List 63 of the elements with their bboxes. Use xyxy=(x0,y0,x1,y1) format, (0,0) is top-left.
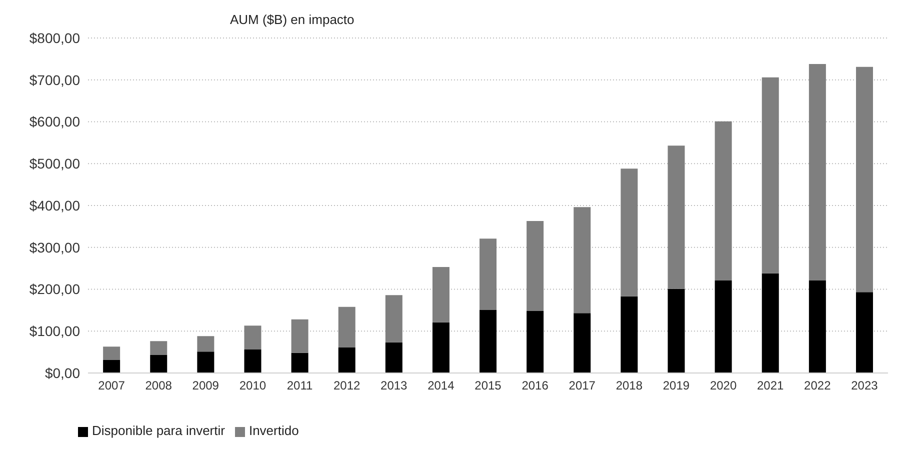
bar xyxy=(197,352,214,373)
bar xyxy=(150,354,168,373)
y-tick-label: $200,00 xyxy=(29,281,80,298)
bar xyxy=(480,238,497,310)
x-tick-label: 2014 xyxy=(428,378,455,393)
y-tick-label: $500,00 xyxy=(29,156,80,172)
y-tick-label: $100,00 xyxy=(29,323,80,340)
bar xyxy=(620,168,638,296)
bar xyxy=(103,346,120,360)
x-tick-label: 2017 xyxy=(568,378,596,393)
bar xyxy=(856,66,873,292)
y-tick-label: $0,00 xyxy=(44,364,80,381)
x-tick-label: 2009 xyxy=(192,378,220,393)
bar xyxy=(714,280,732,373)
x-tick-label: 2015 xyxy=(474,378,502,393)
x-tick-label: 2011 xyxy=(286,378,313,393)
x-tick-label: 2019 xyxy=(662,378,690,393)
x-tick-label: 2018 xyxy=(616,378,643,393)
y-tick-label: $800,00 xyxy=(29,30,80,46)
bar xyxy=(432,322,450,373)
bar xyxy=(244,326,262,350)
bar xyxy=(385,295,402,342)
x-tick-label: 2008 xyxy=(145,378,172,393)
x-tick-label: 2020 xyxy=(710,378,737,393)
bar xyxy=(291,319,308,353)
bar xyxy=(762,77,779,274)
bar xyxy=(574,207,591,314)
legend-label: Disponible para invertir xyxy=(92,423,225,438)
bar xyxy=(526,220,544,312)
x-tick-label: 2010 xyxy=(239,378,266,393)
bar xyxy=(620,296,638,373)
chart-title: AUM ($B) en impacto xyxy=(230,12,354,27)
bar xyxy=(668,288,685,373)
bar xyxy=(526,311,544,373)
bar xyxy=(385,342,402,373)
x-tick-label: 2012 xyxy=(333,378,360,393)
legend-label: Invertido xyxy=(248,423,299,438)
x-tick-label: 2022 xyxy=(804,378,832,393)
bar xyxy=(762,273,779,373)
bar xyxy=(244,350,262,373)
bar xyxy=(714,121,732,280)
bar xyxy=(338,347,356,373)
y-tick-label: $700,00 xyxy=(29,72,80,88)
bar xyxy=(150,341,168,355)
bar xyxy=(480,310,497,373)
bar xyxy=(197,336,214,352)
x-tick-label: 2007 xyxy=(98,378,126,393)
x-tick-label: 2023 xyxy=(851,378,878,393)
bar xyxy=(808,280,826,373)
x-tick-label: 2021 xyxy=(757,378,784,393)
bar xyxy=(808,64,826,280)
bar xyxy=(432,267,450,322)
bar xyxy=(574,313,591,373)
bar xyxy=(856,292,873,373)
x-tick-label: 2013 xyxy=(380,378,408,393)
x-tick-label: 2016 xyxy=(522,378,549,393)
y-tick-label: $400,00 xyxy=(29,197,80,214)
bar xyxy=(291,352,308,373)
bar xyxy=(668,146,685,289)
y-tick-label: $600,00 xyxy=(29,114,80,130)
bar xyxy=(103,360,120,373)
bar xyxy=(338,306,356,348)
y-tick-label: $300,00 xyxy=(29,239,80,256)
